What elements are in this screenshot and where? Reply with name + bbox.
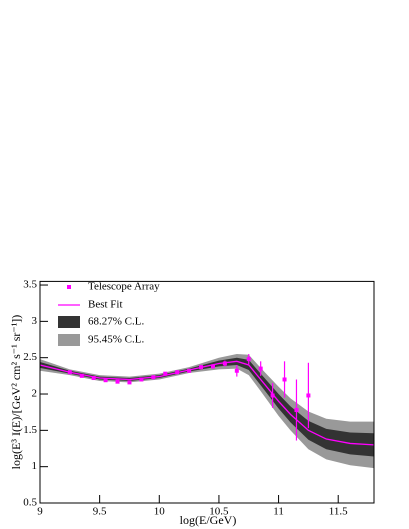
x-tick-label: 10.5 — [209, 506, 229, 518]
data-point — [139, 377, 144, 382]
data-point — [210, 364, 215, 369]
y-axis-label: log(E³ I(E)/[GeV² cm² s⁻¹ sr⁻¹]) — [9, 315, 23, 470]
legend-label: Telescope Array — [88, 281, 160, 293]
legend-label: 95.45% C.L. — [88, 334, 144, 346]
x-tick-label: 11.5 — [329, 506, 348, 518]
x-tick-label: 11 — [273, 506, 284, 518]
data-point — [163, 371, 168, 376]
data-point — [115, 379, 120, 384]
legend-label: 68.27% C.L. — [88, 316, 144, 328]
y-tick-label: 2 — [32, 388, 38, 400]
data-point — [199, 365, 204, 370]
data-point — [187, 368, 192, 373]
x-tick-label: 9 — [37, 506, 43, 518]
confidence-band — [40, 357, 374, 457]
data-point — [103, 378, 108, 383]
confidence-band — [40, 354, 374, 469]
y-tick-label: 3 — [32, 315, 38, 327]
legend-marker — [58, 316, 80, 328]
fit-line — [39, 360, 375, 446]
data-point — [306, 393, 311, 398]
data-point — [282, 377, 287, 382]
y-tick-label: 1 — [32, 460, 38, 472]
data-point — [294, 408, 299, 413]
data-point — [222, 361, 227, 366]
data-point — [67, 370, 72, 375]
legend-label: Best Fit — [88, 299, 123, 311]
data-point — [270, 393, 275, 398]
y-tick-label: 1.5 — [23, 424, 37, 436]
legend-marker — [58, 334, 80, 346]
x-axis-label: log(E/GeV) — [180, 513, 237, 527]
data-point — [175, 370, 180, 375]
data-point — [151, 375, 156, 380]
data-point — [91, 376, 96, 381]
y-tick-label: 2.5 — [23, 351, 37, 363]
x-tick-label: 10 — [154, 506, 166, 518]
x-tick-label: 9.5 — [93, 506, 107, 518]
y-tick-label: 0.5 — [23, 497, 37, 509]
y-tick-label: 3.5 — [23, 279, 37, 291]
data-point — [258, 366, 263, 371]
plot-frame — [39, 280, 375, 504]
data-point — [79, 373, 84, 378]
data-point — [234, 368, 239, 373]
legend-marker — [67, 285, 71, 289]
data-point — [246, 357, 251, 362]
data-point — [127, 380, 132, 385]
